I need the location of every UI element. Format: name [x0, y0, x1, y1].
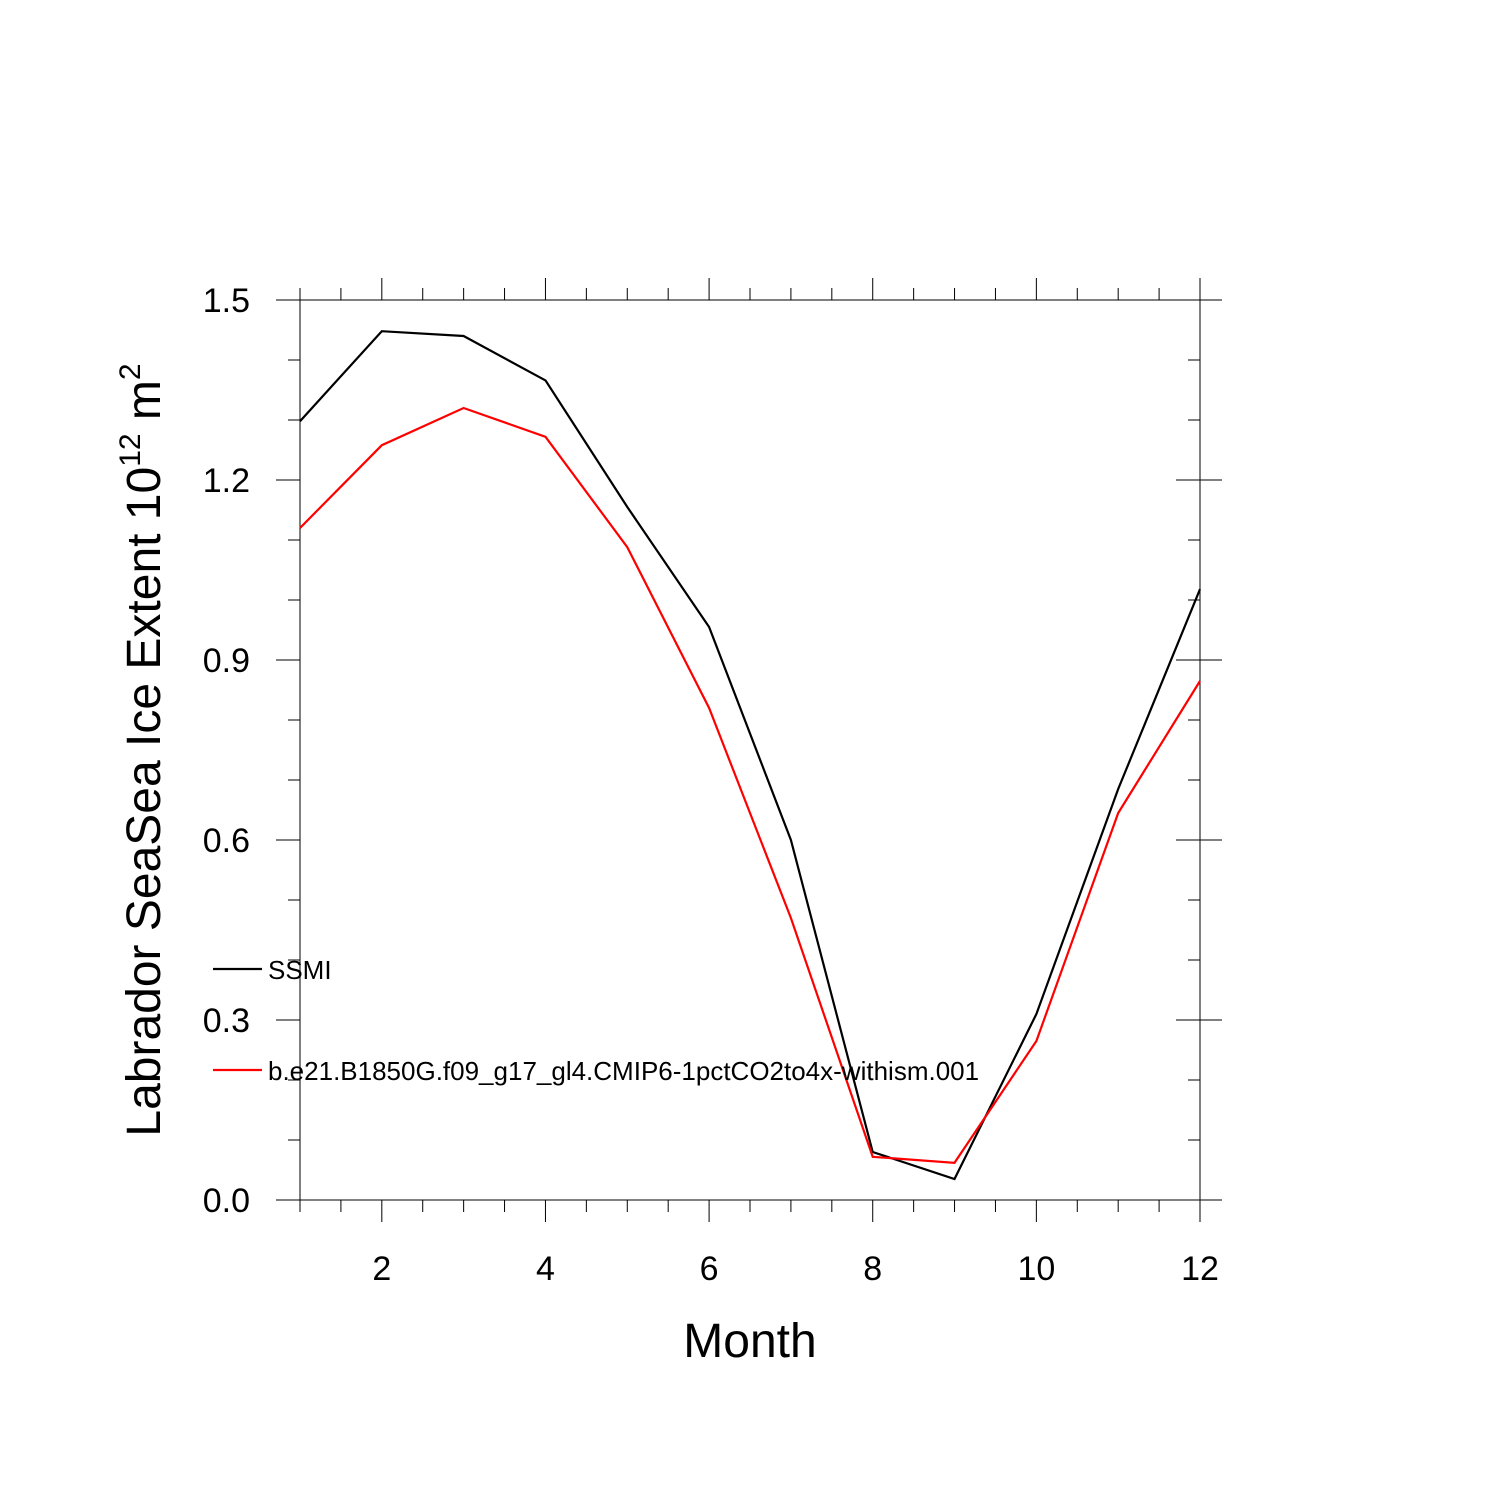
y-tick-label: 0.0 — [203, 1182, 250, 1220]
series-line-2 — [299, 406, 1201, 1164]
x-tick-label: 10 — [1017, 1250, 1055, 1288]
x-tick-label: 12 — [1181, 1250, 1219, 1288]
y-axis-title-unit: m — [118, 380, 171, 433]
y-tick-label: 0.9 — [203, 642, 250, 680]
y-axis-title-exponent: 12 — [114, 433, 147, 466]
y-tick-label: 1.2 — [203, 462, 250, 500]
axes: 2 4 6 8 10 12 0.0 0.3 0.6 0.9 1.2 1.5 — [203, 278, 1222, 1288]
series-lines — [299, 330, 1202, 1181]
legend: SSMI b.e21.B1850G.f09_g17_gl4.CMIP6-1pctC… — [213, 955, 979, 1086]
x-axis-title: Month — [683, 1315, 816, 1368]
y-axis-title-main: Labrador SeaSea Ice Extent 10 — [118, 467, 171, 1137]
x-tick-label: 4 — [536, 1250, 555, 1288]
x-tick-label: 8 — [863, 1250, 882, 1288]
y-tick-label: 0.6 — [203, 822, 250, 860]
series-line-1 — [299, 330, 1202, 1181]
x-tick-label: 6 — [700, 1250, 719, 1288]
y-axis-title: Labrador SeaSea Ice Extent 1012 m2 — [114, 363, 171, 1136]
x-tick-label: 2 — [372, 1250, 391, 1288]
legend-label-1: SSMI — [268, 955, 332, 985]
y-tick-label: 0.3 — [203, 1002, 250, 1040]
y-axis-title-unit-exponent: 2 — [114, 363, 147, 380]
y-tick-label: 1.5 — [203, 282, 250, 320]
legend-label-2: b.e21.B1850G.f09_g17_gl4.CMIP6-1pctCO2to… — [268, 1056, 979, 1086]
